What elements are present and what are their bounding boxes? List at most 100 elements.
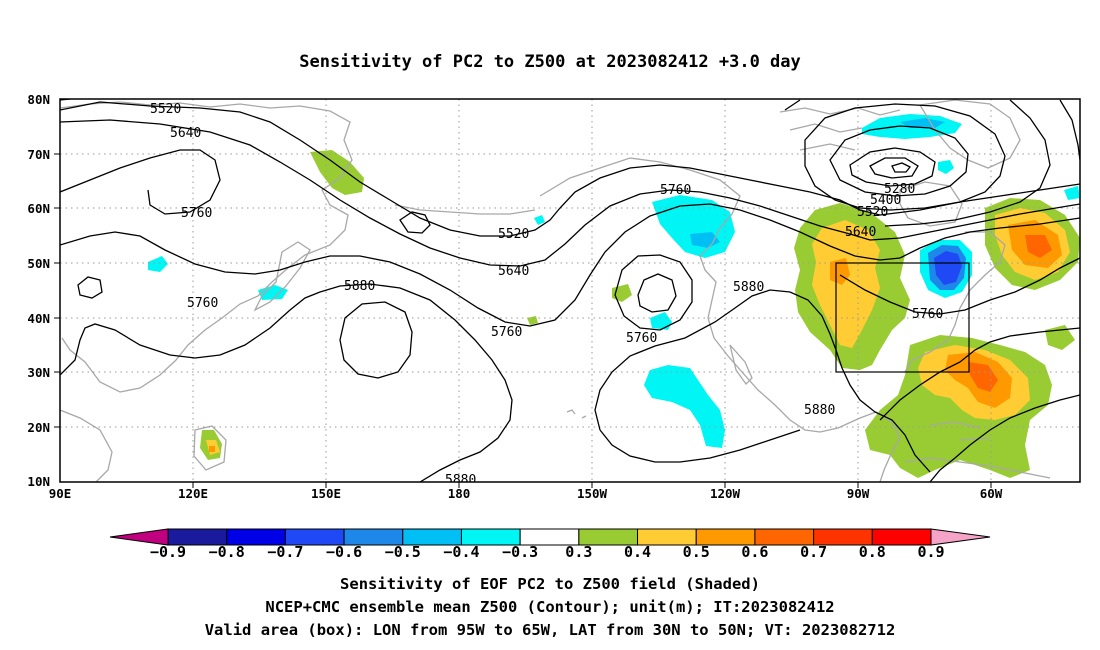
- contour-polar-outer: [1059, 99, 1080, 161]
- colorbar-labels: −0.9 −0.8 −0.7 −0.6 −0.5 −0.4 −0.3 0.3 0.4 0.5 0.6…: [150, 543, 945, 561]
- lon-label: 60W: [980, 486, 1003, 501]
- positive-region-north-atlantic-red: [1025, 235, 1052, 258]
- lat-label: 20N: [27, 420, 50, 435]
- contour-5640-closed-dateline: [399, 211, 431, 234]
- lat-label: 30N: [27, 365, 50, 380]
- contour-5760-low-east-pacific: [614, 254, 693, 331]
- colorbar-label: −0.3: [502, 543, 538, 561]
- coastline-india: [60, 409, 113, 482]
- colorbar-label: −0.6: [326, 543, 362, 561]
- contour-polar-low-core: [891, 162, 912, 173]
- colorbar-label: 0.8: [859, 543, 886, 561]
- colorbar-cell: [871, 528, 932, 546]
- contour-label: 5760: [491, 325, 522, 340]
- contour-label: 5640: [170, 126, 201, 141]
- lon-label: 120W: [710, 486, 741, 501]
- negative-region-dateline: [534, 215, 545, 225]
- contour-5880-west: [60, 283, 513, 482]
- contour-labels: 5520 5640 5760 5760 5880 5520 5640 5760 …: [150, 102, 943, 488]
- caption-line-2: NCEP+CMC ensemble mean Z500 (Contour); u…: [265, 598, 834, 616]
- contour-label: 5640: [845, 225, 876, 240]
- caption-line-3: Valid area (box): LON from 95W to 65W, L…: [205, 621, 896, 639]
- coastline-asia: [60, 101, 353, 393]
- colorbar-label: −0.7: [267, 543, 303, 561]
- positive-region-philippines-peak: [209, 446, 215, 452]
- latitude-axis: 10N 20N 30N 40N 50N 60N 70N 80N: [27, 92, 60, 489]
- contour-label: 5880: [344, 279, 375, 294]
- positive-sensitivity-regions: [200, 150, 1080, 478]
- longitude-axis: 90E 120E 150E 180 150W 120W 90W 60W: [49, 482, 1003, 501]
- contour-label: 5520: [150, 102, 181, 117]
- lon-label: 90E: [49, 486, 72, 501]
- colorbar-label: 0.3: [565, 543, 592, 561]
- lon-label: 120E: [178, 486, 208, 501]
- map-title: Sensitivity of PC2 to Z500 at 2023082412…: [299, 52, 801, 72]
- colorbar-label: 0.6: [741, 543, 768, 561]
- map-panel: 5520 5640 5760 5760 5880 5520 5640 5760 …: [60, 99, 1080, 488]
- colorbar-label: −0.4: [443, 543, 479, 561]
- colorbar-label: 0.9: [917, 543, 944, 561]
- contour-5760-main: [60, 203, 1080, 327]
- coastline-caribbean: [929, 421, 991, 441]
- contour-label: 5520: [498, 227, 529, 242]
- lon-label: 180: [448, 486, 471, 501]
- contour-5880-bottom: [599, 429, 801, 463]
- z500-contours: [60, 99, 1080, 482]
- contour-label: 5880: [804, 403, 835, 418]
- negative-region-great-lakes-core: [934, 251, 962, 285]
- coastline-japan: [253, 241, 311, 312]
- contour-label: 5760: [181, 206, 212, 221]
- lon-label: 150E: [311, 486, 341, 501]
- contour-polar-5520-loop: [804, 103, 1006, 211]
- colorbar-label: −0.5: [385, 543, 421, 561]
- colorbar-label: 0.7: [800, 543, 827, 561]
- positive-region-small-dot: [527, 316, 538, 325]
- contour-label: 5640: [498, 264, 529, 279]
- colorbar-label: 0.5: [683, 543, 710, 561]
- contour-label: 5760: [626, 331, 657, 346]
- contour-5880-atlantic-inner: [929, 394, 1080, 482]
- lat-label: 70N: [27, 147, 50, 162]
- negative-region-atlantic-edge: [1064, 186, 1080, 200]
- contour-label: 5520: [857, 205, 888, 220]
- contour-label: 5280: [884, 182, 915, 197]
- coastline-greenland: [918, 99, 1021, 169]
- coastline-hawaii: [566, 409, 587, 419]
- caption: Sensitivity of EOF PC2 to Z500 field (Sh…: [205, 575, 896, 639]
- coastline-philippines: [193, 425, 227, 471]
- contour-polar-5640-loop: [784, 99, 1051, 227]
- coastline-aleutians: [394, 204, 536, 215]
- contour-label: 5880: [445, 473, 476, 488]
- contour-5520-west: [60, 101, 1080, 237]
- lat-label: 50N: [27, 256, 50, 271]
- contour-label: 5400: [870, 193, 901, 208]
- contour-5640-west: [60, 119, 1080, 267]
- map-frame: [59, 98, 1081, 483]
- contour-label: 5760: [187, 296, 218, 311]
- lat-label: 60N: [27, 201, 50, 216]
- coastlines: [60, 99, 1051, 482]
- coastline-south-america: [904, 457, 1051, 479]
- contour-polar-low-5280: [849, 147, 936, 187]
- contour-5880-atlantic: [879, 327, 1080, 421]
- colorbar-cells: [167, 528, 932, 546]
- contour-5880-closed-pacific: [339, 301, 413, 379]
- negative-region-arctic-core: [900, 118, 945, 128]
- coastline-baja: [729, 344, 753, 386]
- lat-label: 40N: [27, 311, 50, 326]
- negative-region-hudson: [938, 160, 954, 174]
- contour-5760-atlantic: [839, 257, 1080, 315]
- caption-line-1: Sensitivity of EOF PC2 to Z500 field (Sh…: [340, 575, 760, 593]
- contour-polar-low-5400: [829, 125, 969, 197]
- positive-region-north-america-yellow: [812, 220, 880, 348]
- contour-5880-east: [594, 289, 931, 473]
- negative-region-siberia: [148, 256, 168, 272]
- coastline-alaska: [539, 157, 901, 482]
- negative-region-mid-pacific: [650, 312, 672, 330]
- contour-label: 5760: [660, 183, 691, 198]
- contour-label: 5880: [733, 280, 764, 295]
- colorbar-label: −0.9: [150, 543, 186, 561]
- lon-label: 150W: [577, 486, 608, 501]
- valid-area-box: [835, 262, 970, 373]
